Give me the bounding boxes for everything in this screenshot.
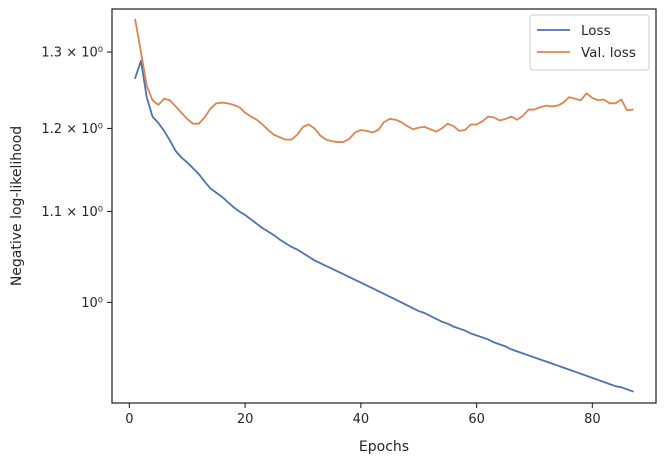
y-tick-label: 10⁰ xyxy=(81,296,103,311)
plot-area: 0 20 40 60 80 1.3 × 10⁰ 1.2 × 10⁰ 1.1 × 10⁰ 10⁰ xyxy=(41,8,657,427)
y-axis-label: Negative log-likelihood xyxy=(9,126,25,286)
legend-box xyxy=(529,14,650,71)
x-tick-label: 40 xyxy=(353,412,370,427)
x-tick-label: 0 xyxy=(125,412,133,427)
x-tick-label: 60 xyxy=(468,412,485,427)
legend-label: Val. loss xyxy=(581,45,636,61)
plot-frame xyxy=(111,8,657,404)
y-tick-label: 1.2 × 10⁰ xyxy=(41,122,103,137)
series-lines xyxy=(134,18,634,393)
x-axis: 0 20 40 60 80 xyxy=(125,403,601,427)
x-tick-label: 80 xyxy=(584,412,601,427)
series-line-loss xyxy=(134,60,634,393)
y-axis: 1.3 × 10⁰ 1.2 × 10⁰ 1.1 × 10⁰ 10⁰ xyxy=(41,46,112,311)
y-tick-label: 1.1 × 10⁰ xyxy=(41,205,103,220)
series-line-val-loss xyxy=(134,18,634,143)
x-axis-label: Epochs xyxy=(359,439,409,455)
legend-label: Loss xyxy=(581,23,611,39)
y-tick-label: 1.3 × 10⁰ xyxy=(41,46,103,61)
legend: Loss Val. loss xyxy=(529,14,650,71)
x-tick-label: 20 xyxy=(237,412,254,427)
